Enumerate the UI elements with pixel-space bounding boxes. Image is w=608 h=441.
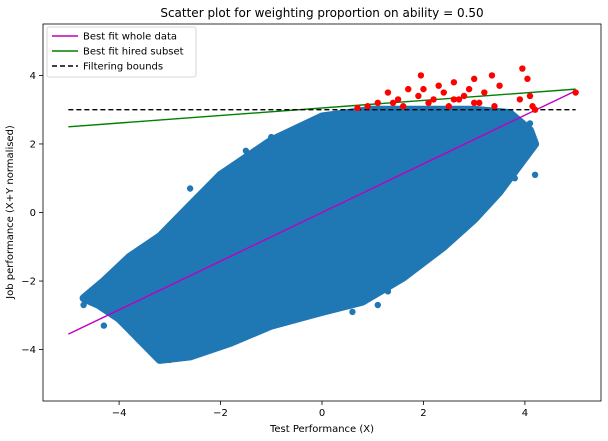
hired-point (384, 89, 392, 96)
hired-point (430, 96, 437, 103)
y-tick-label: −4 (21, 345, 36, 356)
data-point (486, 199, 493, 206)
hired-point (519, 65, 526, 72)
data-point (440, 236, 447, 244)
y-tick-label: 2 (30, 139, 36, 150)
hired-point (524, 75, 531, 83)
hired-point (364, 103, 371, 110)
y-axis-label: Job performance (X+Y normalised) (5, 125, 16, 300)
hired-point (445, 103, 453, 110)
hired-point (496, 82, 503, 89)
x-axis-label: Test Performance (X) (269, 424, 374, 435)
data-point (186, 185, 194, 192)
hired-point (465, 85, 473, 93)
hired-point (389, 99, 397, 107)
data-point (516, 140, 524, 148)
data-point (110, 291, 118, 298)
data-point (166, 356, 174, 364)
data-point (511, 175, 518, 182)
hired-point (488, 72, 496, 79)
x-tick-label: −4 (112, 408, 127, 419)
hired-point (417, 72, 425, 79)
hired-point (476, 99, 483, 107)
data-point (420, 253, 427, 261)
data-point (237, 157, 245, 165)
hired-point (399, 103, 407, 110)
y-axis-ticks: −4 −2 0 2 4 (21, 71, 43, 356)
data-point (268, 133, 275, 141)
data-point (506, 154, 513, 161)
fit-lines (68, 88, 576, 335)
best-fit-hired-line (68, 88, 576, 128)
hired-point (481, 89, 488, 96)
legend-label: Filtering bounds (83, 62, 163, 73)
data-point (374, 301, 381, 309)
hired-points (354, 65, 579, 113)
hired-point (450, 79, 458, 86)
data-point (176, 342, 184, 350)
data-point (100, 322, 108, 329)
data-point (242, 147, 250, 155)
x-axis-ticks: −4 −2 0 2 4 (112, 401, 528, 419)
data-point (349, 308, 356, 316)
data-point (151, 349, 158, 357)
data-point (465, 212, 473, 220)
legend-box (46, 26, 197, 78)
legend: Best fit whole data Best fit hired subset… (46, 26, 197, 78)
hired-point (440, 89, 447, 96)
data-point (384, 288, 392, 295)
data-point (217, 178, 224, 185)
data-point (399, 264, 407, 271)
whole-data-cloud (79, 105, 540, 364)
x-tick-label: −2 (213, 408, 228, 419)
data-point (496, 168, 503, 175)
data-point (526, 120, 534, 127)
hired-point (405, 85, 412, 93)
data-point (288, 127, 295, 134)
data-cloud-area (79, 105, 540, 364)
data-point (120, 274, 128, 281)
data-point (141, 339, 148, 346)
y-tick-label: 0 (30, 208, 36, 219)
legend-label: Best fit whole data (83, 32, 177, 43)
x-tick-label: 2 (420, 408, 426, 419)
y-tick-label: −2 (21, 277, 36, 288)
hired-point (374, 99, 381, 107)
hired-point (420, 85, 427, 93)
data-point (501, 130, 508, 137)
hired-point (415, 92, 422, 100)
hired-point (455, 96, 463, 103)
hired-point (470, 99, 478, 107)
hired-point (425, 99, 432, 107)
hired-point (531, 106, 539, 113)
x-tick-label: 4 (522, 408, 528, 419)
best-fit-whole-line (68, 90, 576, 335)
hired-point (491, 103, 498, 110)
data-point (207, 185, 214, 192)
hired-point (394, 96, 402, 103)
hired-point (470, 75, 478, 83)
hired-point (572, 89, 579, 96)
hired-point (450, 96, 458, 103)
chart-title: Scatter plot for weighting proportion on… (160, 6, 483, 20)
hired-point (460, 92, 468, 100)
whole-data-points (80, 120, 539, 364)
data-point (80, 301, 87, 309)
hired-point (516, 96, 524, 103)
hired-point (526, 92, 534, 100)
hired-point (435, 82, 442, 89)
hired-point (354, 104, 361, 112)
y-tick-label: 4 (30, 71, 36, 82)
data-point (531, 171, 539, 178)
x-tick-label: 0 (319, 408, 325, 419)
legend-label: Best fit hired subset (83, 47, 184, 58)
